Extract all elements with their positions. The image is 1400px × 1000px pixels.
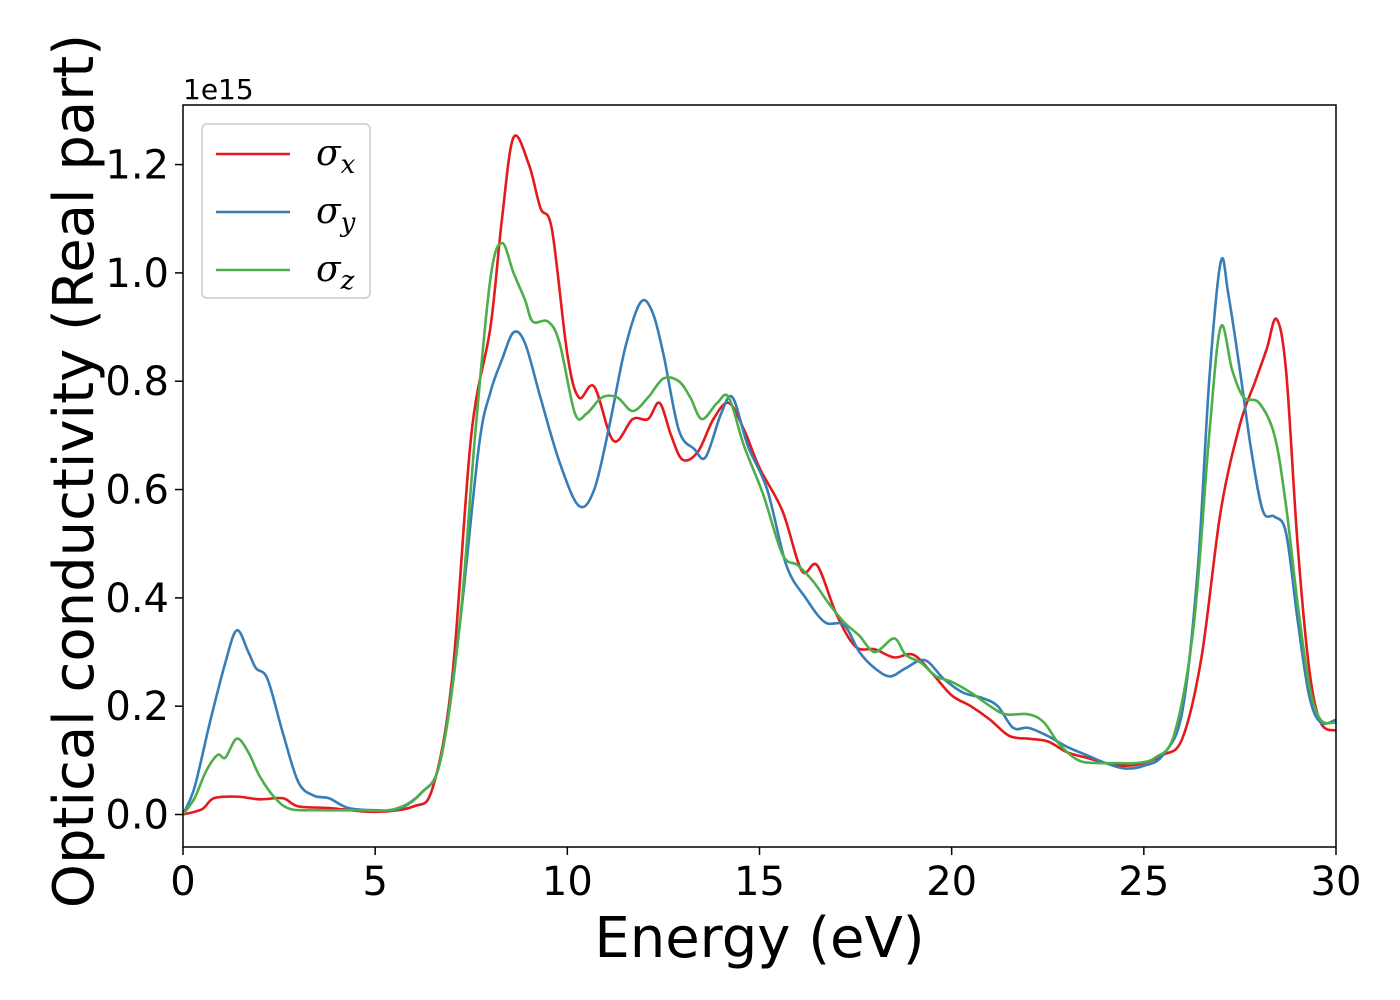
y-tick-label: 0.8 [105,359,169,405]
y-tick-label: 0.0 [105,793,169,839]
series-layer [183,134,1336,816]
x-axis: 0 5 10 15 20 25 30 [170,847,1361,905]
x-axis-title: Energy (eV) [594,906,924,971]
x-tick-label: 20 [926,859,977,905]
series-line-z [183,241,1336,816]
x-tick-label: 5 [362,859,387,905]
legend-label-z: σz [316,249,355,296]
y-tick-label: 1.2 [105,143,169,189]
y-tick-label: 0.4 [105,576,169,622]
y-tick-label: 0.2 [105,684,169,730]
x-tick-label: 10 [542,859,593,905]
legend: σx σy σz [201,123,371,299]
x-tick-label: 25 [1118,859,1169,905]
y-tick-label: 1.0 [105,251,169,297]
y-tick-label: 0.6 [105,468,169,514]
legend-label-x: σx [316,133,356,180]
x-tick-label: 15 [734,859,785,905]
y-axis: 0.0 0.2 0.4 0.6 0.8 1.0 1.2 [105,143,183,839]
y-offset-label: 1e15 [183,73,254,106]
x-tick-label: 30 [1311,859,1362,905]
series-line-y [183,257,1336,816]
x-tick-label: 0 [170,859,195,905]
y-axis-title: Optical conductivity (Real part) [42,34,107,908]
legend-label-y: σy [316,191,356,238]
series-line-x [183,134,1336,816]
